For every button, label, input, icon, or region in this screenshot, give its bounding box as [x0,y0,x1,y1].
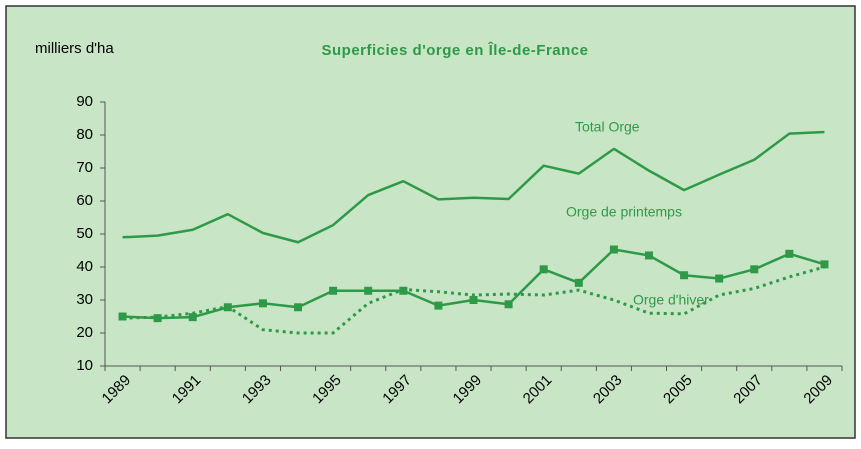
series-marker [364,286,373,295]
y-tick-label: 30 [76,291,93,308]
series-marker [715,274,724,283]
y-tick-label: 40 [76,258,93,275]
series-marker [329,286,338,295]
series-label: Orge d'hiver [633,292,709,308]
series-marker [574,278,583,287]
y-tick-label: 80 [76,126,93,143]
series-marker [785,249,794,258]
series-label: Total Orge [575,119,640,135]
y-tick-label: 60 [76,192,93,209]
series-marker [680,271,689,280]
series-marker [258,299,267,308]
y-tick-label: 50 [76,225,93,242]
y-tick-label: 20 [76,324,93,341]
series-label: Orge de printemps [566,204,682,220]
series-marker [820,260,829,269]
series-marker [504,300,513,309]
series-marker [118,312,127,321]
y-axis-label: milliers d'ha [35,40,114,57]
series-marker [644,251,653,260]
series-marker [609,245,618,254]
series-marker [294,303,303,312]
chart-background [5,5,856,439]
y-tick-label: 10 [76,357,93,374]
series-marker [539,265,548,274]
y-tick-label: 70 [76,159,93,176]
series-marker [434,301,443,310]
series-line [122,265,825,335]
series-marker [469,296,478,304]
series-line [122,130,825,244]
series-marker [750,265,759,274]
series-marker [188,313,197,322]
y-tick-label: 90 [76,93,93,110]
chart-title: Superficies d'orge en Île-de-France [322,41,589,59]
